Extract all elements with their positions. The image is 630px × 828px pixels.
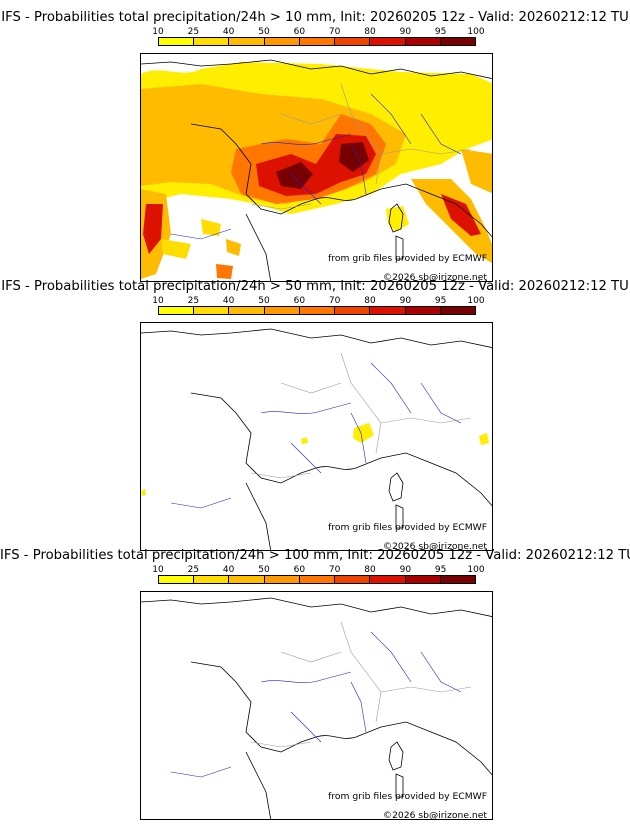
colorbar-tick-label: 95 [434, 296, 447, 306]
colorbar-tick-label: 95 [434, 565, 447, 575]
rivers [170, 631, 462, 778]
source-credit: from grib files provided by ECMWF [328, 791, 487, 802]
colorbar-tick-label: 80 [364, 565, 376, 575]
colorbar-segment [335, 307, 371, 314]
coastlines [141, 59, 492, 281]
colorbar-tick-label: 70 [328, 565, 341, 575]
colorbar [158, 575, 476, 584]
panel-title: IFS - Probabilities total precipitation/… [1, 279, 629, 294]
colorbar-segment [264, 307, 300, 314]
colorbar-segment [405, 38, 441, 45]
colorbar-segment [335, 576, 371, 583]
colorbar-tick-label: 40 [222, 565, 235, 575]
colorbar-segment [299, 307, 336, 314]
rivers [170, 93, 462, 240]
colorbar-tick-label: 70 [328, 296, 341, 306]
colorbar-segment [159, 576, 195, 583]
colorbar [158, 306, 476, 315]
map-100mm: from grib files provided by ECMWF ©2026 … [140, 591, 493, 820]
map-svg [141, 59, 492, 281]
colorbar-segment [299, 38, 336, 45]
colorbar-tick-label: 50 [258, 565, 270, 575]
panel-10mm: IFS - Probabilities total precipitation/… [0, 10, 630, 282]
colorbar-segment [299, 576, 336, 583]
colorbar-segment [370, 576, 406, 583]
colorbar-tick-label: 40 [222, 296, 235, 306]
colorbar-tick-label: 25 [187, 27, 200, 37]
colorbar-tick-label: 60 [293, 565, 306, 575]
colorbar-tick-label: 90 [399, 27, 412, 37]
map-svg [141, 328, 492, 550]
colorbar-tick-label: 90 [399, 296, 412, 306]
colorbar-segment [370, 38, 406, 45]
colorbar-segment [264, 38, 300, 45]
borders [250, 352, 472, 479]
colorbar-segment [440, 307, 475, 314]
colorbar-segment [194, 576, 230, 583]
colorbar-segment [194, 38, 230, 45]
colorbar-tick-label: 10 [152, 27, 164, 37]
borders [250, 621, 472, 748]
colorbar-tick-label: 50 [258, 27, 270, 37]
colorbar-segment [264, 576, 300, 583]
panel-title: IFS - Probabilities total precipitation/… [1, 10, 629, 25]
colorbar-tick-label: 80 [364, 296, 376, 306]
borders [250, 83, 472, 210]
colorbar-tick-label: 25 [187, 565, 200, 575]
colorbar-segment [229, 38, 265, 45]
source-credit: from grib files provided by ECMWF [328, 253, 487, 264]
coastlines [141, 597, 492, 819]
copyright-credit: ©2026 sb@irizone.net [382, 272, 487, 282]
colorbar-labels: 10 25 40 50 60 70 80 90 95 100 [152, 296, 484, 306]
colorbar-tick-label: 95 [434, 27, 447, 37]
colorbar-tick-label: 25 [187, 296, 200, 306]
colorbar-tick-label: 50 [258, 296, 270, 306]
panel-50mm: IFS - Probabilities total precipitation/… [0, 279, 630, 551]
colorbar-segment [370, 307, 406, 314]
colorbar-tick-label: 60 [293, 27, 306, 37]
coastlines [141, 328, 492, 550]
colorbar-tick-label: 100 [467, 565, 485, 575]
colorbar-tick-label: 100 [467, 27, 485, 37]
colorbar [158, 37, 476, 46]
colorbar-segment [405, 307, 441, 314]
colorbar-segment [229, 576, 265, 583]
colorbar-segment [335, 38, 371, 45]
colorbar-labels: 10 25 40 50 60 70 80 90 95 100 [152, 565, 484, 575]
colorbar-tick-label: 90 [399, 565, 412, 575]
colorbar-segment [440, 38, 475, 45]
panel-title: IFS - Probabilities total precipitation/… [0, 548, 630, 563]
map-50mm: from grib files provided by ECMWF ©2026 … [140, 322, 493, 551]
map-svg [141, 597, 492, 819]
colorbar-segment [229, 307, 265, 314]
map-10mm: from grib files provided by ECMWF ©2026 … [140, 53, 493, 282]
rivers [170, 362, 462, 509]
source-credit: from grib files provided by ECMWF [328, 522, 487, 533]
probability-field [141, 423, 489, 496]
colorbar-segment [194, 307, 230, 314]
probability-field [141, 62, 492, 279]
panel-100mm: IFS - Probabilities total precipitation/… [0, 548, 630, 820]
colorbar-tick-label: 10 [152, 565, 164, 575]
colorbar-tick-label: 60 [293, 296, 306, 306]
copyright-credit: ©2026 sb@irizone.net [382, 810, 487, 820]
colorbar-tick-label: 100 [467, 296, 485, 306]
colorbar-segment [440, 576, 475, 583]
colorbar-tick-label: 40 [222, 27, 235, 37]
colorbar-tick-label: 70 [328, 27, 341, 37]
colorbar-labels: 10 25 40 50 60 70 80 90 95 100 [152, 27, 484, 37]
colorbar-tick-label: 80 [364, 27, 376, 37]
colorbar-segment [405, 576, 441, 583]
colorbar-segment [159, 38, 195, 45]
colorbar-segment [159, 307, 195, 314]
colorbar-tick-label: 10 [152, 296, 164, 306]
copyright-credit: ©2026 sb@irizone.net [382, 541, 487, 551]
